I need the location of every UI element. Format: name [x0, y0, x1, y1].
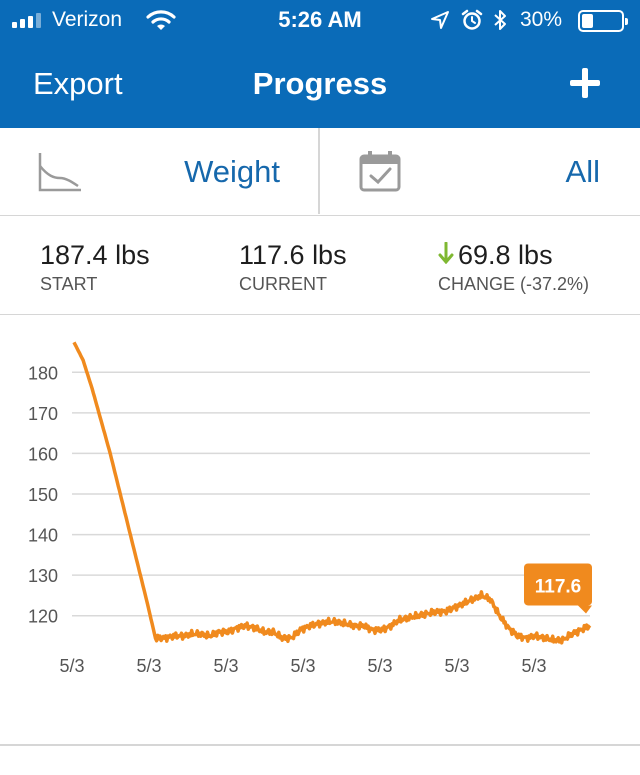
stat-change: 69.8 lbs CHANGE (-37.2%) — [438, 239, 589, 295]
arrow-down-icon — [438, 239, 454, 271]
current-value-callout: 117.6 — [535, 576, 582, 597]
y-tick-label: 150 — [28, 485, 58, 505]
carrier-name: Verizon — [52, 8, 123, 31]
selector-divider — [318, 128, 320, 214]
range-selector[interactable]: All — [320, 128, 640, 214]
x-tick-label: 5/3 — [213, 656, 238, 676]
metric-label: Weight — [184, 154, 280, 189]
current-label: CURRENT — [239, 274, 327, 294]
bluetooth-icon — [492, 9, 508, 37]
battery-fill — [582, 14, 593, 28]
change-value: 69.8 lbs — [458, 240, 553, 270]
change-label: CHANGE (-37.2%) — [438, 274, 590, 294]
series-line-weight — [72, 341, 592, 645]
stat-start: 187.4 lbs START — [40, 239, 150, 295]
filter-row: Weight All — [0, 128, 640, 216]
x-tick-label: 5/3 — [59, 656, 84, 676]
y-tick-label: 170 — [28, 404, 58, 424]
signal-icon — [12, 12, 41, 28]
start-label: START — [40, 274, 98, 294]
x-tick-label: 5/3 — [444, 656, 469, 676]
status-time: 5:26 AM — [278, 7, 362, 32]
y-tick-label: 120 — [28, 607, 58, 627]
current-value-bubble-pointer — [578, 605, 592, 614]
plus-icon[interactable] — [568, 66, 602, 100]
weight-chart[interactable]: 120 130 140 150 160 170 180 5/3 5/3 5/3 5/3 5/3 5/3 5… — [0, 318, 640, 744]
range-label: All — [565, 154, 600, 189]
battery-percent: 30% — [520, 8, 563, 31]
nav-bar: Export Progress — [0, 40, 640, 128]
y-tick-label: 180 — [28, 363, 58, 383]
x-tick-label: 5/3 — [136, 656, 161, 676]
app-header: Verizon 5:26 AM 30% E — [0, 0, 640, 128]
x-tick-label: 5/3 — [290, 656, 315, 676]
line-chart-icon — [38, 152, 82, 197]
stat-current: 117.6 lbs CURRENT — [239, 239, 347, 295]
metric-selector[interactable]: Weight — [0, 128, 318, 214]
export-button[interactable]: Export — [33, 66, 123, 101]
x-tick-label: 5/3 — [367, 656, 392, 676]
page-title: Progress — [252, 66, 388, 101]
location-icon — [430, 10, 450, 36]
weight-chart-svg: 120 130 140 150 160 170 180 5/3 5/3 5/3 5/3 5/3 5/3 5… — [28, 341, 592, 676]
battery-icon — [578, 10, 628, 32]
y-tick-label: 130 — [28, 566, 58, 586]
alarm-icon — [461, 9, 483, 37]
calendar-check-icon — [359, 150, 401, 197]
y-tick-label: 160 — [28, 444, 58, 464]
wifi-icon — [146, 9, 176, 37]
current-value-bubble — [524, 563, 592, 606]
x-tick-label: 5/3 — [521, 656, 546, 676]
y-tick-label: 140 — [28, 526, 58, 546]
current-value: 117.6 lbs — [239, 240, 347, 270]
status-bar: Verizon 5:26 AM 30% — [0, 0, 640, 40]
stats-summary: 187.4 lbs START 117.6 lbs CURRENT 69.8 l… — [0, 217, 640, 315]
bottom-divider — [0, 744, 640, 746]
start-value: 187.4 lbs — [40, 240, 150, 270]
